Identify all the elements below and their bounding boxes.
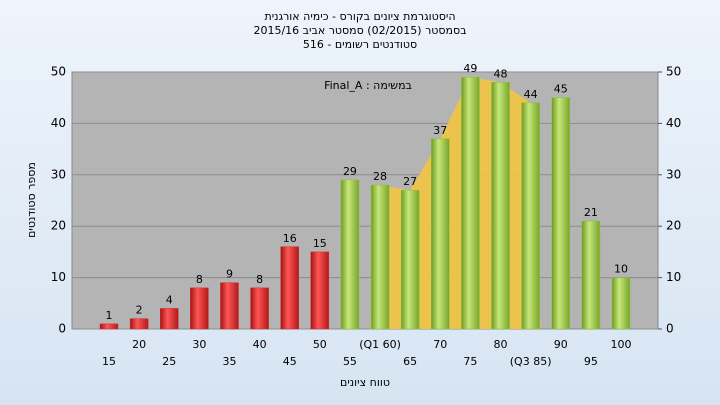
- chart-subtitle: בסמסטר (02/2015) סמסטר אביב 2015/16: [253, 24, 466, 37]
- bar: [220, 282, 239, 330]
- data-label: 8: [256, 273, 263, 286]
- x-tick-label: 80: [494, 338, 508, 351]
- bar: [370, 184, 390, 330]
- bar: [190, 287, 209, 330]
- chart-title: היסטוגרמת ציונים בקורס - כימיה אורגנית: [264, 10, 455, 23]
- bar: [461, 76, 480, 330]
- x-tick-label: (Q3 85): [510, 355, 552, 368]
- y-tick-label: 20: [51, 219, 66, 233]
- y-tick-label: 10: [51, 270, 66, 284]
- bar: [159, 308, 179, 330]
- data-label: 21: [584, 206, 598, 219]
- x-tick-label: 90: [554, 338, 568, 351]
- y2-tick-label: 20: [666, 219, 681, 233]
- x-tick-label: 30: [192, 338, 206, 351]
- x-tick-label: 45: [283, 355, 297, 368]
- data-label: 44: [524, 88, 538, 101]
- annotation: במשימה : Final_A: [324, 79, 412, 92]
- bar: [280, 246, 299, 330]
- data-label: 9: [226, 268, 233, 281]
- x-axis-label: טווח ציונים: [340, 376, 390, 389]
- y-tick-label: 30: [51, 167, 66, 181]
- x-tick-label: 50: [313, 338, 327, 351]
- data-label: 29: [343, 165, 357, 178]
- x-tick-label: 75: [463, 355, 477, 368]
- data-label: 37: [433, 124, 447, 137]
- bar: [340, 179, 360, 330]
- data-label: 28: [373, 170, 387, 183]
- data-label: 49: [463, 62, 477, 75]
- x-tick-label: 65: [403, 355, 417, 368]
- bar: [521, 102, 540, 330]
- x-tick-label: 40: [253, 338, 267, 351]
- bar: [551, 97, 571, 330]
- x-tick-label: 55: [343, 355, 357, 368]
- y2-tick-label: 10: [666, 270, 681, 284]
- x-tick-label: 25: [162, 355, 176, 368]
- data-label: 8: [196, 273, 203, 286]
- data-label: 4: [166, 293, 173, 306]
- bar: [99, 323, 119, 330]
- data-label: 27: [403, 175, 417, 188]
- data-label: 45: [554, 83, 568, 96]
- bar: [491, 82, 510, 330]
- y-tick-label: 40: [51, 116, 66, 130]
- data-label: 1: [106, 309, 113, 322]
- y-tick-label: 0: [58, 322, 66, 336]
- y-axis-label: מספר סטודנטים: [25, 162, 38, 238]
- bar: [581, 220, 601, 330]
- data-label: 48: [494, 67, 508, 80]
- bar: [400, 189, 420, 330]
- x-tick-label: 100: [611, 338, 632, 351]
- x-tick-label: 95: [584, 355, 598, 368]
- x-tick-label: 70: [433, 338, 447, 351]
- bar: [611, 277, 631, 330]
- x-tick-label: 15: [102, 355, 116, 368]
- plot-area: [71, 71, 659, 330]
- y2-tick-label: 40: [666, 116, 681, 130]
- x-tick-label: (Q1 60): [359, 338, 401, 351]
- chart-subtitle: סטודנטים רשומים - 516: [303, 38, 417, 51]
- bar: [310, 251, 330, 330]
- bar: [129, 318, 149, 330]
- data-label: 2: [136, 304, 143, 317]
- data-label: 15: [313, 237, 327, 250]
- y-tick-label: 50: [51, 65, 66, 79]
- data-label: 10: [614, 263, 628, 276]
- x-tick-label: 35: [222, 355, 236, 368]
- y2-tick-label: 50: [666, 65, 681, 79]
- bar: [250, 287, 269, 330]
- y2-tick-label: 0: [666, 322, 674, 336]
- x-tick-label: 20: [132, 338, 146, 351]
- bar: [431, 138, 450, 330]
- y2-tick-label: 30: [666, 167, 681, 181]
- data-label: 16: [283, 232, 297, 245]
